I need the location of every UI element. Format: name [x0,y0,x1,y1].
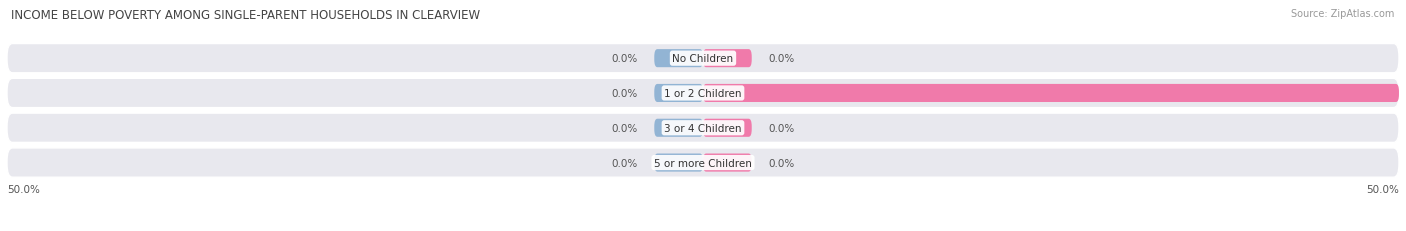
Text: Source: ZipAtlas.com: Source: ZipAtlas.com [1291,9,1395,19]
Text: 5 or more Children: 5 or more Children [654,158,752,168]
FancyBboxPatch shape [654,85,703,103]
FancyBboxPatch shape [654,50,703,68]
FancyBboxPatch shape [703,119,752,137]
Text: No Children: No Children [672,54,734,64]
FancyBboxPatch shape [7,79,1399,108]
Text: 0.0%: 0.0% [769,54,794,64]
Text: 3 or 4 Children: 3 or 4 Children [664,123,742,133]
Text: INCOME BELOW POVERTY AMONG SINGLE-PARENT HOUSEHOLDS IN CLEARVIEW: INCOME BELOW POVERTY AMONG SINGLE-PARENT… [11,9,481,22]
Text: 0.0%: 0.0% [769,123,794,133]
Text: 0.0%: 0.0% [612,158,637,168]
Text: 50.0%: 50.0% [1367,184,1399,194]
FancyBboxPatch shape [7,114,1399,143]
FancyBboxPatch shape [654,154,703,172]
FancyBboxPatch shape [703,85,1399,103]
FancyBboxPatch shape [7,44,1399,73]
Text: 50.0%: 50.0% [7,184,39,194]
Text: 0.0%: 0.0% [612,88,637,99]
FancyBboxPatch shape [654,119,703,137]
Text: 0.0%: 0.0% [769,158,794,168]
FancyBboxPatch shape [7,148,1399,177]
Text: 1 or 2 Children: 1 or 2 Children [664,88,742,99]
FancyBboxPatch shape [703,50,752,68]
Text: 0.0%: 0.0% [612,54,637,64]
Text: 0.0%: 0.0% [612,123,637,133]
FancyBboxPatch shape [703,154,752,172]
